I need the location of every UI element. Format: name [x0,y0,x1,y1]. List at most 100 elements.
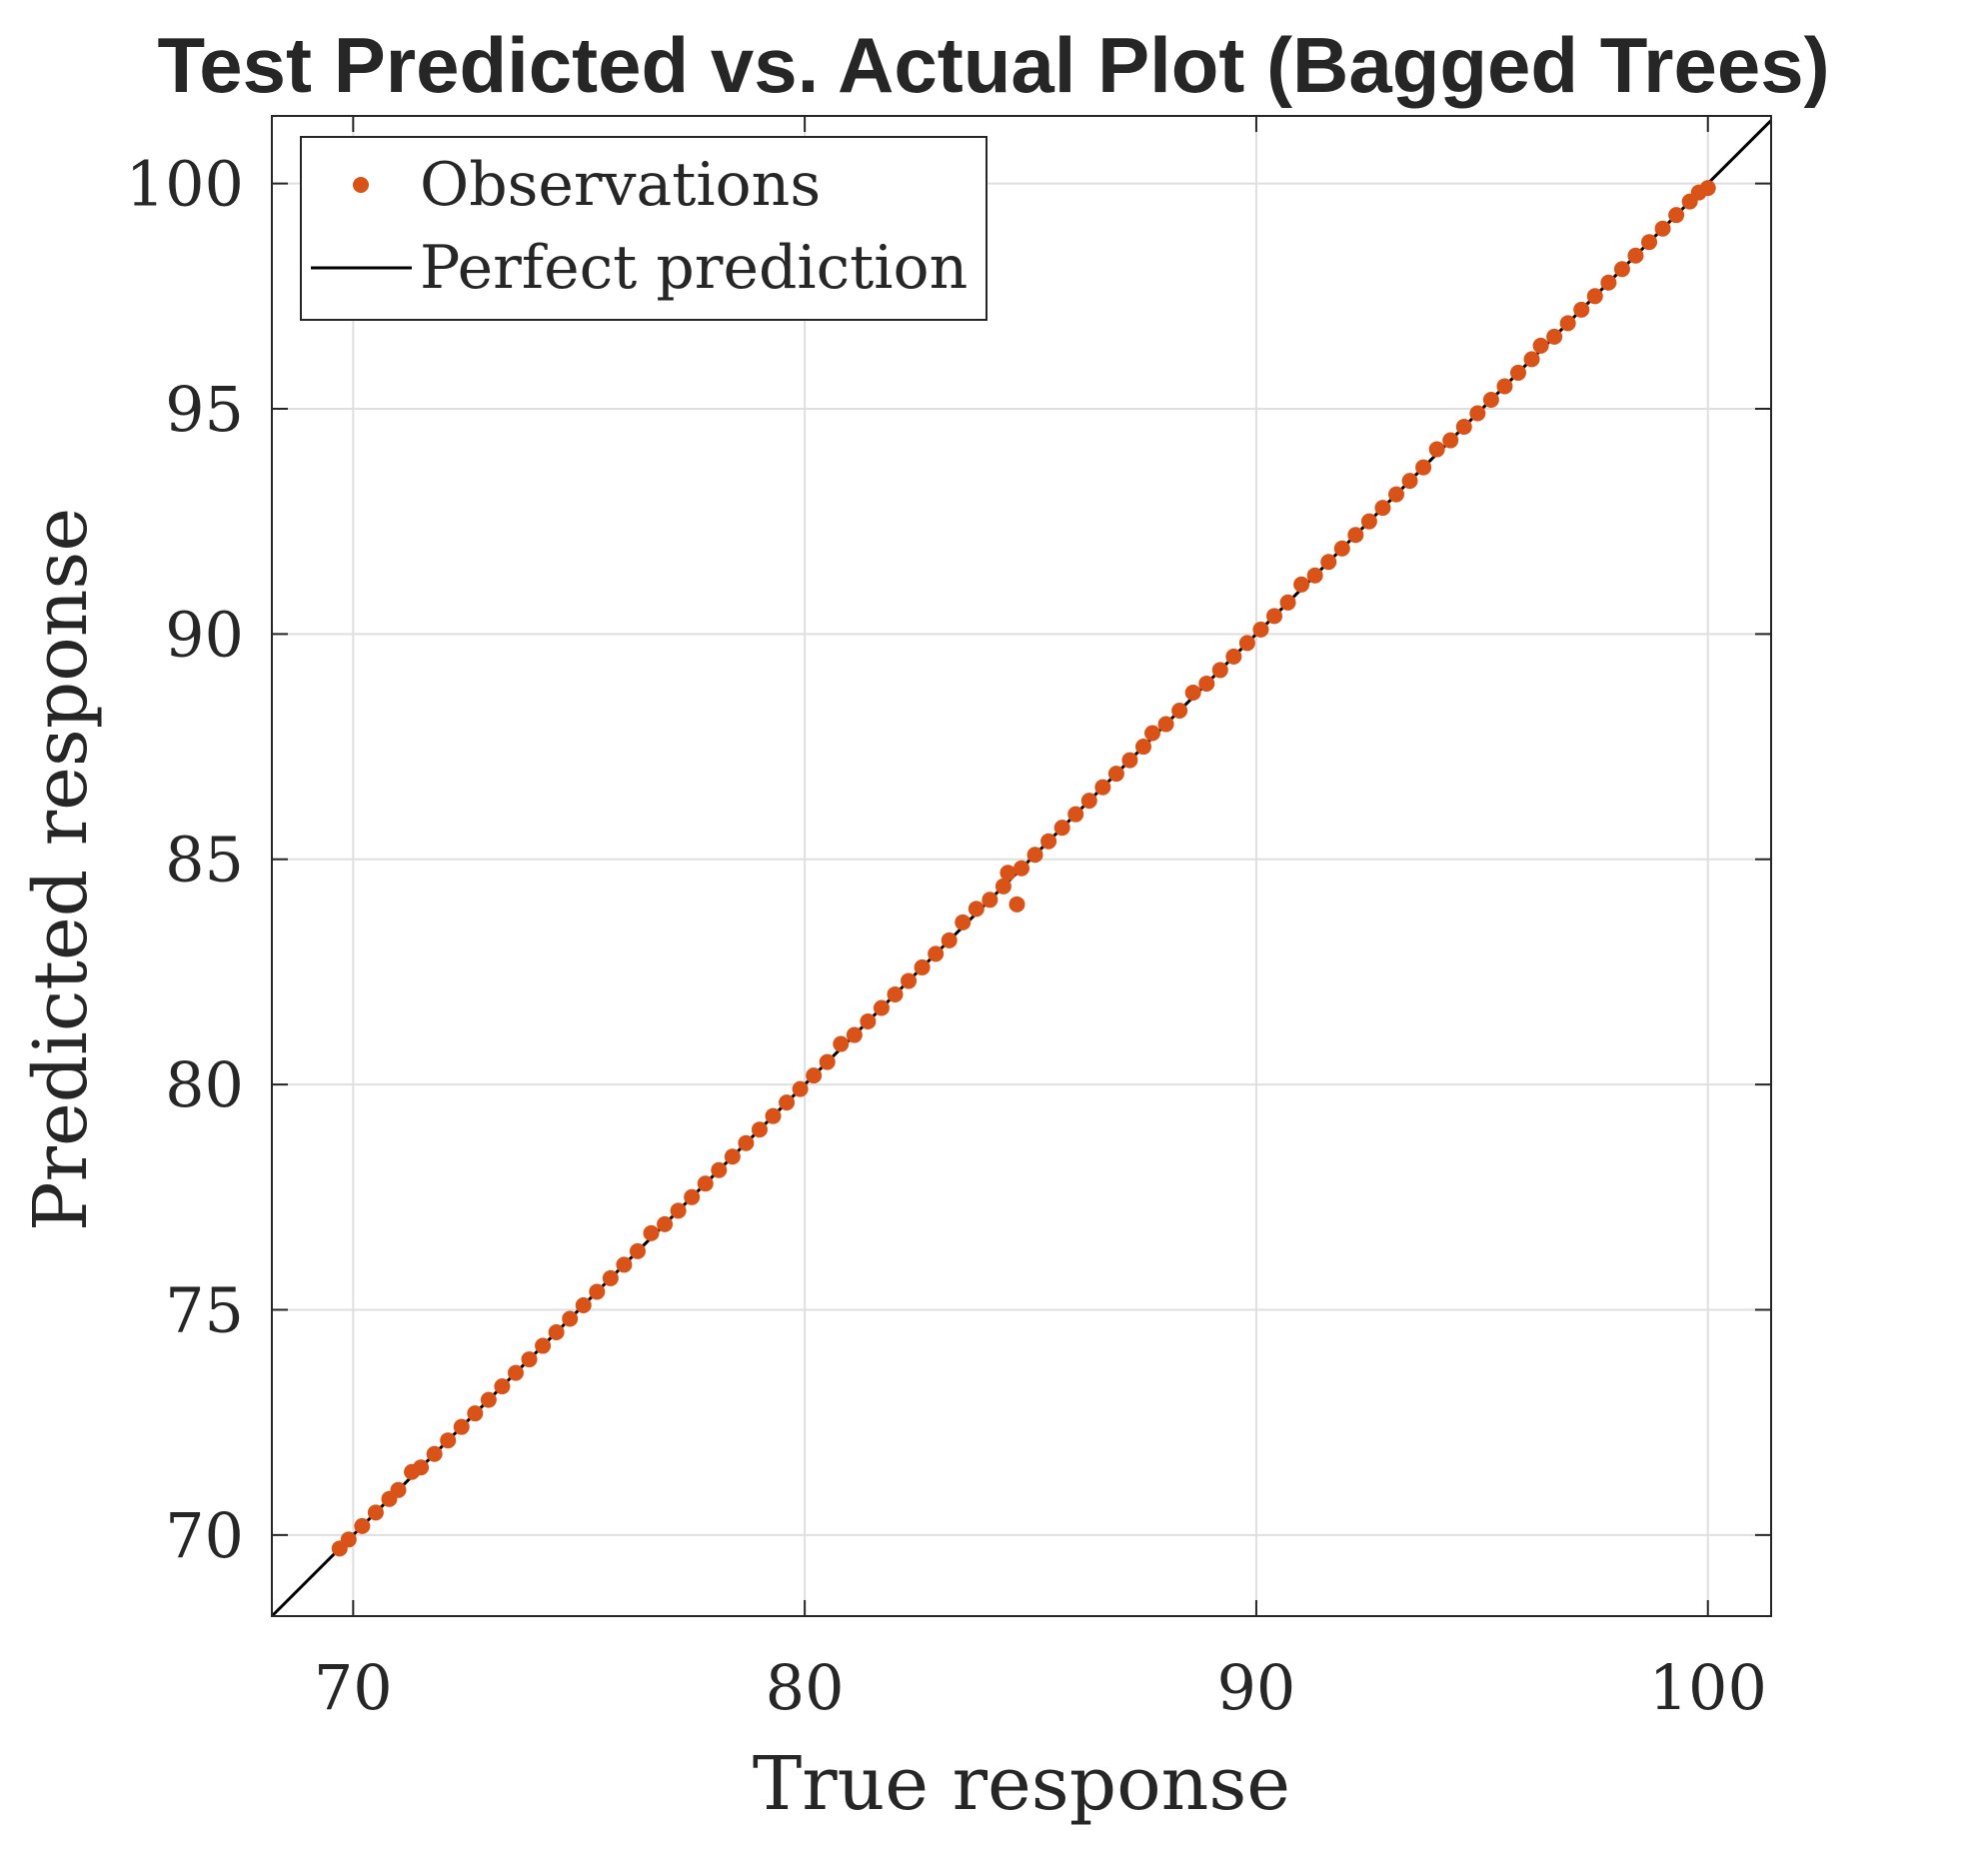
x-tick-label: 90 [1216,1651,1295,1724]
observation-point [467,1405,484,1422]
observation-point [453,1418,470,1435]
observation-point [1040,833,1057,850]
y-tick-label: 85 [165,824,244,897]
observation-point [982,892,998,909]
y-tick-label: 70 [165,1499,244,1572]
observation-point [941,931,958,948]
observation-point [1198,675,1215,692]
observation-point [1699,180,1716,197]
observation-point [413,1459,430,1476]
observation-point [1144,725,1161,742]
observation-point [1668,207,1685,224]
observation-point [765,1107,782,1124]
observation-point [1121,752,1138,769]
x-axis-label: True response [753,1741,1290,1827]
observation-point [589,1283,606,1300]
observation-point [1532,337,1549,354]
observation-point [521,1351,538,1368]
observation-point [1279,594,1296,611]
observation-point [873,999,890,1016]
x-tick-label: 80 [766,1651,845,1724]
observation-point [1559,315,1576,332]
observation-point [806,1067,823,1084]
observation-point [1586,288,1603,305]
observation-point [792,1080,809,1097]
observation-point [480,1391,497,1408]
observation-point [670,1202,687,1219]
observation-point [367,1504,384,1521]
observation-point [507,1364,524,1381]
observation-point [1546,328,1563,345]
observation-point [629,1242,646,1259]
observation-point [833,1035,850,1052]
observation-point [1482,391,1499,408]
chart-title: Test Predicted vs. Actual Plot (Bagged T… [157,21,1829,109]
observation-point [1107,766,1124,783]
y-tick-label: 100 [126,148,244,221]
legend-observations-marker [353,177,369,193]
observation-point [1469,405,1486,422]
observation-point [887,985,904,1002]
legend-box [300,136,988,321]
y-axis-ticks: 70 75 80 85 90 95 100 [126,148,1771,1572]
observation-point [860,1013,877,1030]
observation-point [1067,806,1084,823]
observation-point [1654,220,1671,237]
observation-point [643,1224,660,1241]
observation-point [1184,684,1201,701]
observation-point [779,1094,796,1111]
observation-point [994,878,1011,895]
observation-point [535,1337,552,1354]
observation-point [1252,621,1269,638]
observation-point [1026,847,1043,864]
observation-point [340,1531,357,1548]
observation-point [914,958,931,975]
legend-perfect-prediction-label: Perfect prediction [420,233,968,303]
observation-point [562,1310,579,1327]
plot-area-frame [271,115,1772,1617]
observation-point [390,1481,407,1498]
legend: Observations Perfect prediction [300,136,988,321]
observation-point [1641,234,1658,251]
x-tick-label: 100 [1649,1651,1767,1724]
observation-point [1455,419,1472,436]
observation-point [968,901,985,918]
observation-point [1374,500,1391,517]
observation-point [1157,716,1174,733]
observation-point [1008,896,1025,913]
observation-point [751,1121,768,1138]
observation-point [1171,702,1188,719]
observation-point [928,945,945,962]
observation-point [955,914,972,930]
legend-observations-label: Observations [420,150,821,220]
observation-point [1225,648,1242,665]
observation-point [1428,441,1445,458]
observation-point [1600,274,1617,291]
observation-point [1333,540,1350,557]
observation-point [1360,513,1377,530]
observation-point [901,972,918,989]
y-axis-label: Predicted response [18,508,104,1231]
observation-points [331,180,1716,1557]
observation-point [1523,351,1540,368]
observation-point [1401,473,1418,490]
observation-point [494,1378,511,1395]
observation-point [1613,261,1630,278]
observation-point [354,1517,371,1534]
observation-point [1627,247,1644,264]
observation-point [1415,459,1432,476]
observation-point [1442,432,1459,449]
x-tick-label: 70 [314,1651,393,1724]
observation-point [1080,793,1097,810]
observation-point [1266,608,1283,625]
observation-point [1573,301,1590,318]
observation-point [602,1269,619,1286]
y-tick-label: 95 [165,373,244,446]
observation-point [1306,567,1323,584]
observation-point [738,1134,755,1151]
observation-point [1211,662,1228,679]
observation-point [1347,527,1364,544]
observation-point [684,1188,701,1205]
observation-point [999,865,1016,882]
